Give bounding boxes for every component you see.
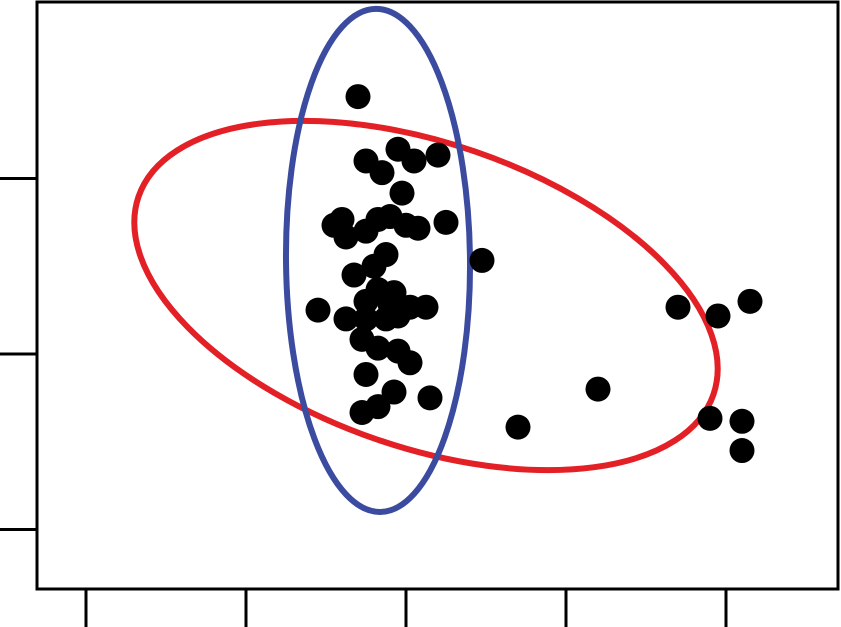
data-point bbox=[413, 294, 439, 320]
data-point bbox=[697, 405, 723, 431]
data-point bbox=[729, 438, 755, 464]
data-point bbox=[505, 414, 531, 440]
data-point bbox=[353, 361, 379, 387]
axis-ticks bbox=[0, 177, 728, 627]
data-point bbox=[425, 142, 451, 168]
points-layer bbox=[305, 84, 763, 464]
data-point bbox=[381, 379, 407, 405]
data-point bbox=[341, 262, 367, 288]
data-point bbox=[397, 350, 423, 376]
data-point bbox=[333, 306, 359, 332]
data-point bbox=[665, 294, 691, 320]
data-point bbox=[369, 160, 395, 186]
data-point bbox=[737, 288, 763, 314]
data-point bbox=[305, 297, 331, 323]
data-point bbox=[433, 209, 459, 235]
data-point bbox=[705, 303, 731, 329]
data-point bbox=[585, 376, 611, 402]
data-point bbox=[729, 408, 755, 434]
data-point bbox=[353, 288, 379, 314]
data-point bbox=[385, 303, 411, 329]
data-point bbox=[353, 306, 379, 332]
data-point bbox=[333, 224, 359, 250]
data-point bbox=[401, 148, 427, 174]
plot-frame bbox=[35, 0, 840, 591]
data-point bbox=[345, 84, 371, 110]
data-point bbox=[365, 335, 391, 361]
data-point bbox=[349, 400, 375, 425]
data-point bbox=[417, 385, 443, 411]
red-ellipse bbox=[131, 117, 721, 474]
data-point bbox=[389, 180, 415, 206]
data-point bbox=[469, 247, 495, 273]
data-point bbox=[405, 215, 431, 241]
data-point bbox=[361, 253, 387, 279]
